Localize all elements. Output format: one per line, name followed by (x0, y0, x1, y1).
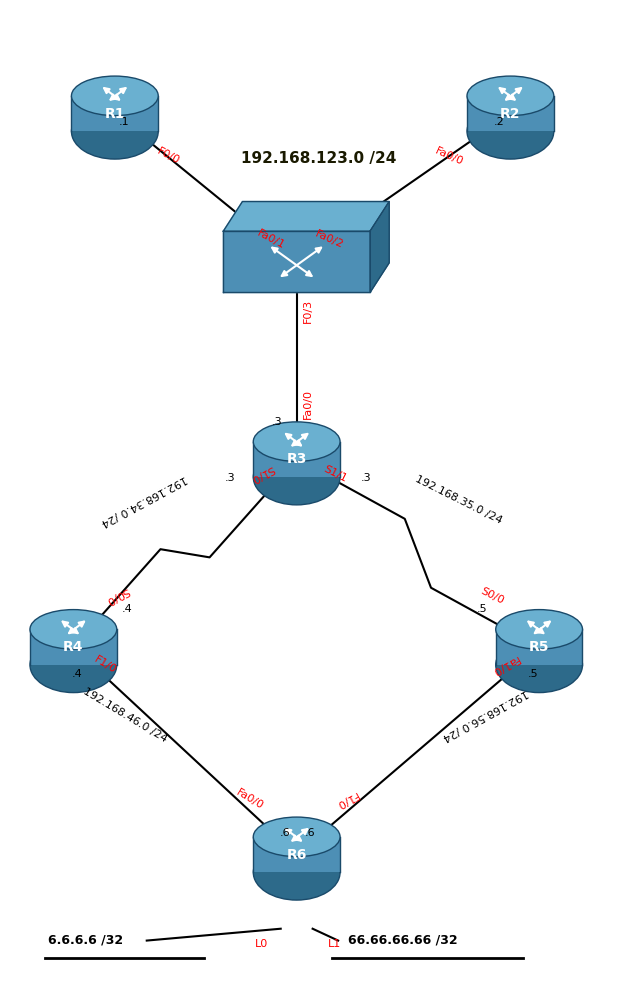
Text: 192.168.34.0 /24: 192.168.34.0 /24 (100, 473, 188, 528)
Text: R6: R6 (286, 848, 307, 862)
Text: L1: L1 (329, 939, 341, 948)
FancyBboxPatch shape (253, 837, 340, 872)
Text: F0/0: F0/0 (156, 146, 182, 166)
Text: .3: .3 (225, 472, 235, 483)
Text: .6: .6 (305, 828, 316, 838)
Text: Fa0/2: Fa0/2 (314, 228, 345, 250)
Text: 192.168.46.0 /24: 192.168.46.0 /24 (82, 686, 168, 744)
Ellipse shape (71, 76, 158, 116)
Text: R3: R3 (286, 453, 307, 466)
Ellipse shape (496, 637, 582, 693)
Ellipse shape (496, 610, 582, 649)
Text: .2: .2 (493, 117, 504, 126)
Text: .5: .5 (528, 669, 538, 679)
Ellipse shape (467, 104, 554, 159)
Text: Fa0/0: Fa0/0 (235, 787, 265, 811)
Text: F1/0: F1/0 (92, 654, 118, 675)
Text: R2: R2 (500, 107, 521, 121)
Ellipse shape (467, 76, 554, 116)
Text: .3: .3 (361, 472, 371, 483)
Ellipse shape (71, 104, 158, 159)
Text: R4: R4 (63, 640, 84, 654)
Text: R5: R5 (529, 640, 549, 654)
Text: 66.66.66.66 /32: 66.66.66.66 /32 (348, 934, 457, 947)
Text: R1: R1 (105, 107, 125, 121)
Text: Fa0/0: Fa0/0 (303, 389, 313, 419)
Text: Fa0/1: Fa0/1 (255, 227, 286, 251)
Text: .4: .4 (122, 604, 133, 615)
Ellipse shape (30, 610, 117, 649)
Text: 6.6.6.6 /32: 6.6.6.6 /32 (48, 934, 123, 947)
Text: .5: .5 (477, 604, 487, 615)
Text: S1/0: S1/0 (249, 463, 275, 484)
Text: .3: .3 (272, 417, 283, 427)
Ellipse shape (30, 637, 117, 693)
Ellipse shape (253, 845, 340, 900)
Text: L0: L0 (255, 939, 268, 948)
Ellipse shape (253, 817, 340, 857)
FancyBboxPatch shape (71, 96, 158, 131)
Ellipse shape (253, 450, 340, 505)
Text: 192.168.56.0 /24: 192.168.56.0 /24 (441, 688, 530, 742)
FancyBboxPatch shape (253, 442, 340, 477)
Text: S1/1: S1/1 (322, 463, 348, 483)
Text: .1: .1 (119, 117, 130, 126)
Polygon shape (223, 231, 370, 292)
Text: 192.168.123.0 /24: 192.168.123.0 /24 (241, 150, 397, 166)
Text: S0/0: S0/0 (103, 585, 130, 606)
Text: F1/0: F1/0 (334, 789, 360, 810)
Polygon shape (370, 202, 389, 292)
Text: .6: .6 (280, 828, 291, 838)
FancyBboxPatch shape (496, 629, 582, 665)
Text: 192.168.35.0 /24: 192.168.35.0 /24 (413, 474, 503, 526)
Text: Fa1/0: Fa1/0 (489, 653, 520, 676)
Text: .4: .4 (71, 669, 82, 679)
Text: Fa0/0: Fa0/0 (434, 145, 465, 167)
Text: F0/3: F0/3 (303, 299, 313, 323)
FancyBboxPatch shape (467, 96, 554, 131)
Ellipse shape (253, 422, 340, 461)
Polygon shape (223, 202, 389, 231)
FancyBboxPatch shape (30, 629, 117, 665)
Text: S0/0: S0/0 (479, 586, 506, 606)
